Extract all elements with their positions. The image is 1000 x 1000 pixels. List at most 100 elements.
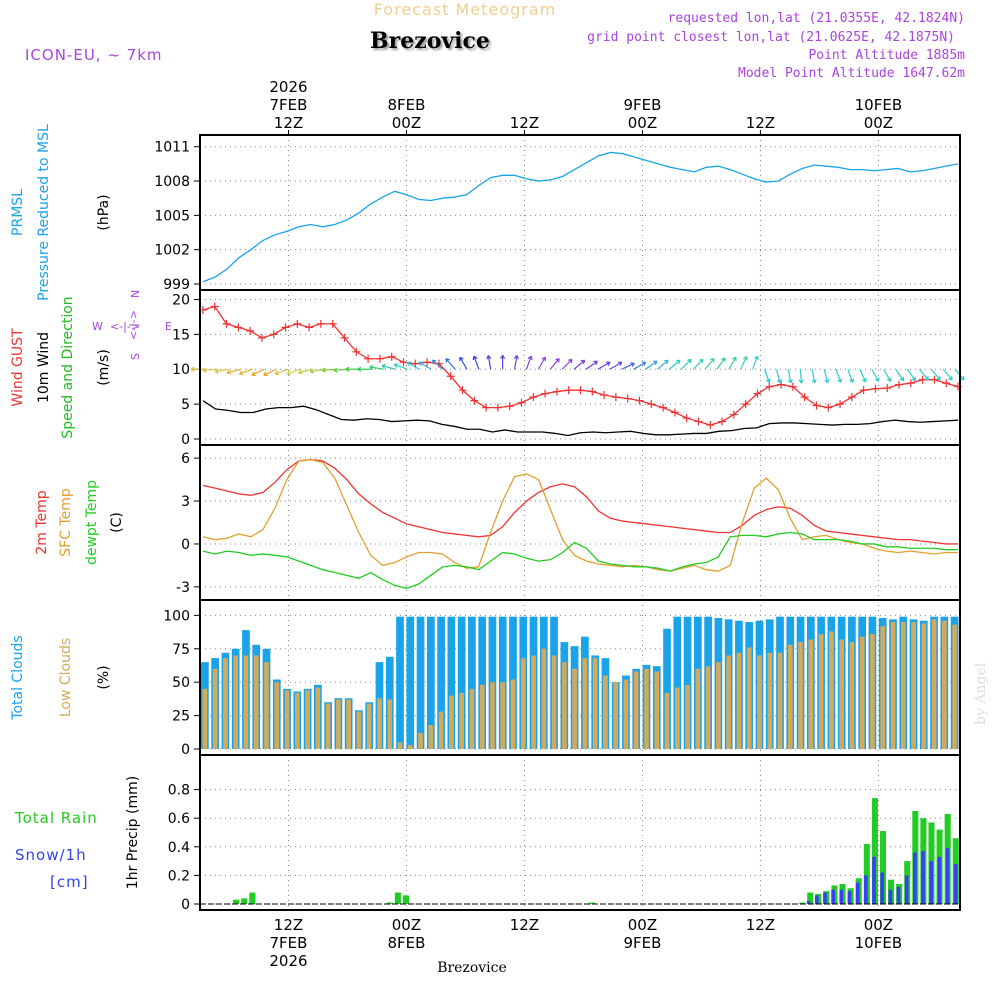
bar-total-rain: [241, 898, 248, 904]
gust-marker: [847, 393, 856, 402]
y-tick-label: 0: [181, 537, 190, 553]
bottom-time-label: 12Z: [746, 916, 775, 934]
bar-total-rain: [799, 902, 806, 904]
wind-arrow: [190, 366, 205, 372]
bar-low-clouds: [592, 658, 598, 749]
point-altitude: Point Altitude 1885m: [808, 48, 965, 63]
legend-snow: Snow/1h: [15, 846, 87, 864]
bar-total-rain: [871, 798, 878, 904]
wind-arrow: [823, 369, 830, 384]
bar-low-clouds: [890, 622, 896, 749]
top-time-label: 2026: [269, 78, 307, 96]
gust-marker: [930, 375, 939, 384]
bar-low-clouds: [767, 652, 773, 749]
gust-marker: [765, 382, 774, 391]
bar-low-clouds: [644, 668, 649, 749]
bottom-time-label: 00Z: [392, 916, 421, 934]
bar-low-clouds: [428, 724, 434, 749]
bar-low-clouds: [572, 668, 577, 749]
series-line-prmsl: [202, 151, 959, 283]
bar-total-rain: [233, 899, 240, 904]
bar-low-clouds: [479, 684, 485, 749]
bar-low-clouds: [397, 742, 403, 749]
panel-wind: 0 5 10 15 20 Wind GUST 10m Wind Speed and Direc…: [10, 289, 965, 448]
bar-low-clouds: [716, 662, 721, 749]
bar-low-clouds: [931, 619, 937, 749]
bar-low-clouds: [264, 662, 269, 749]
y-tick-label: 20: [172, 292, 190, 308]
compass-rose: W <-|-> E <-|-> N S: [92, 290, 172, 360]
bar-snow-1h: [839, 889, 844, 904]
bottom-time-label: 7FEB: [270, 934, 308, 952]
model-label: ICON-EU, ~ 7km: [25, 46, 163, 64]
bar-snow-1h: [945, 848, 950, 904]
bar-total-rain: [879, 831, 887, 904]
wind-arrow: [871, 368, 880, 382]
bar-low-clouds: [356, 711, 362, 749]
y-axis-title: SFC Temp: [58, 488, 74, 557]
compass-n: N: [129, 290, 142, 298]
bar-low-clouds: [603, 675, 608, 749]
bar-total-rain: [386, 902, 393, 904]
y-tick-label: 5: [181, 397, 190, 413]
wind-arrow: [883, 368, 892, 382]
gust-marker: [222, 319, 231, 328]
bar-low-clouds: [675, 687, 680, 749]
wind-arrow: [668, 359, 681, 370]
top-time-label: 12Z: [274, 114, 303, 132]
wind-arrow: [764, 369, 771, 383]
wind-arrow: [609, 361, 623, 370]
wind-arrow: [381, 363, 396, 370]
y-tick-label: 0: [181, 432, 190, 448]
bar-low-clouds: [541, 648, 547, 749]
y-axis-title: Total Clouds: [10, 635, 26, 720]
gust-marker: [635, 396, 644, 405]
bar-low-clouds: [695, 668, 701, 749]
y-axis-unit: (hPa): [96, 194, 112, 230]
bar-snow-1h: [847, 891, 852, 904]
footer-location: Brezovice: [437, 960, 507, 976]
wind-arrow: [309, 368, 325, 374]
wind-arrow: [431, 359, 444, 370]
bar-total-clouds: [447, 616, 456, 749]
bar-low-clouds: [531, 655, 536, 749]
gust-marker: [269, 330, 278, 339]
wind-arrow: [859, 368, 867, 383]
wind-arrow: [357, 366, 372, 372]
gust-marker: [906, 379, 915, 388]
bar-low-clouds: [305, 690, 310, 749]
wind-arrow: [633, 361, 647, 370]
wind-arrow: [930, 368, 941, 381]
bar-snow-1h: [888, 889, 893, 904]
bar-low-clouds: [315, 687, 321, 749]
wind-arrow: [393, 363, 408, 370]
bar-low-clouds: [952, 624, 957, 749]
wind-arrow: [445, 357, 456, 370]
y-tick-label: 10: [172, 362, 190, 378]
wind-arrow: [418, 361, 432, 370]
y-axis-title: Low Clouds: [58, 638, 74, 717]
wind-arrow: [214, 368, 229, 374]
y-tick-label: 1002: [154, 243, 190, 259]
credit-watermark: by Angel: [973, 662, 989, 725]
bar-low-clouds: [757, 655, 762, 749]
wind-arrow: [798, 369, 804, 384]
y-axis-title: PRMSL: [10, 189, 26, 236]
gust-marker: [729, 410, 738, 419]
bottom-time-label: 00Z: [628, 916, 657, 934]
gust-marker: [788, 382, 797, 391]
wind-arrow: [942, 368, 953, 381]
gust-marker: [552, 387, 561, 396]
gust-marker: [859, 386, 868, 395]
wind-arrow: [573, 359, 586, 370]
gust-marker: [246, 326, 255, 335]
gust-marker: [942, 379, 951, 388]
series-line-wind-gust: [202, 305, 959, 426]
bar-low-clouds: [469, 688, 475, 749]
model-altitude: Model Point Altitude 1647.62m: [738, 66, 965, 81]
bar-snow-1h: [937, 856, 942, 904]
wind-arrow: [274, 368, 289, 376]
bar-snow-1h: [855, 882, 860, 904]
bar-total-clouds: [673, 616, 682, 749]
wind-arrow: [202, 367, 217, 373]
